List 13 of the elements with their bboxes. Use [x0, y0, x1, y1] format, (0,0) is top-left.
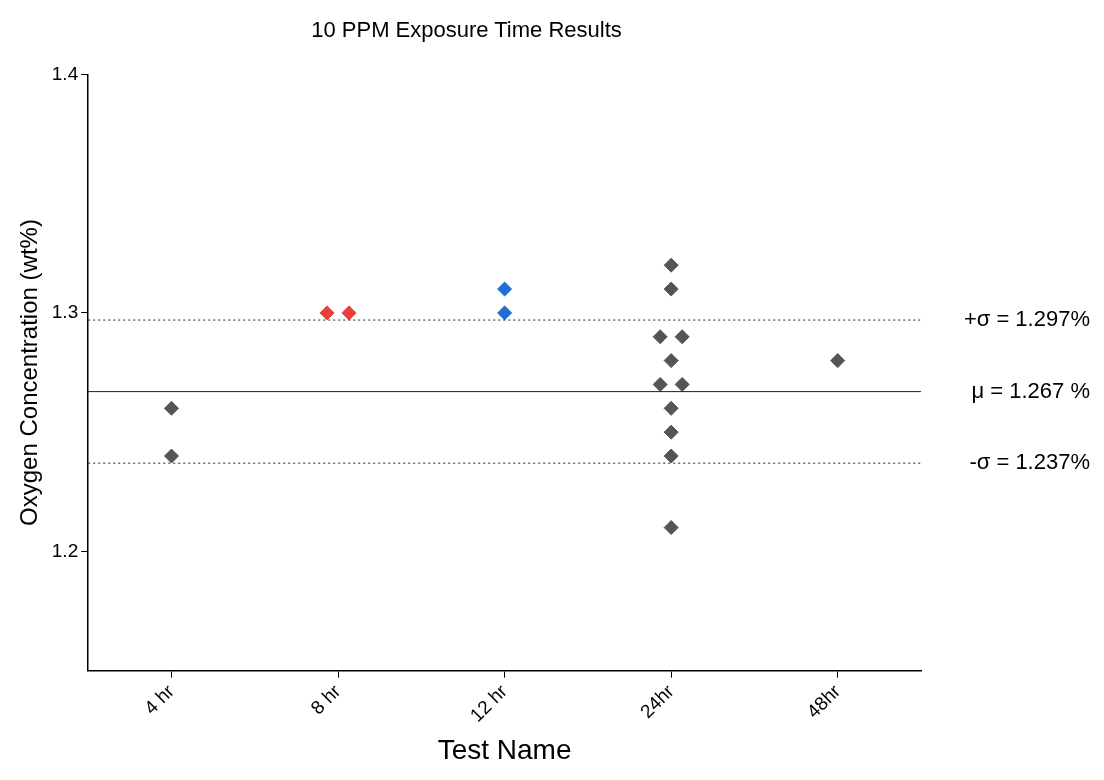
chart-title: 10 PPM Exposure Time Results	[311, 17, 622, 43]
ref-line-label: +σ = 1.297%	[963, 306, 1090, 332]
ref-line-label: μ = 1.267 %	[971, 377, 1090, 403]
x-tick-label: 48hr	[802, 679, 845, 723]
y-axis-title: Oxygen Concentration (wt%)	[15, 219, 43, 526]
x-tick-label: 4 hr	[140, 679, 179, 719]
y-tick-label: 1.3	[51, 301, 79, 323]
y-tick-label: 1.4	[51, 62, 79, 84]
x-tick-label: 8 hr	[306, 679, 346, 719]
x-tick-label: 12 hr	[465, 679, 512, 726]
y-tick-label: 1.2	[51, 539, 79, 561]
ref-line-label: -σ = 1.237%	[969, 449, 1090, 475]
x-axis-title: Test Name	[437, 733, 572, 765]
